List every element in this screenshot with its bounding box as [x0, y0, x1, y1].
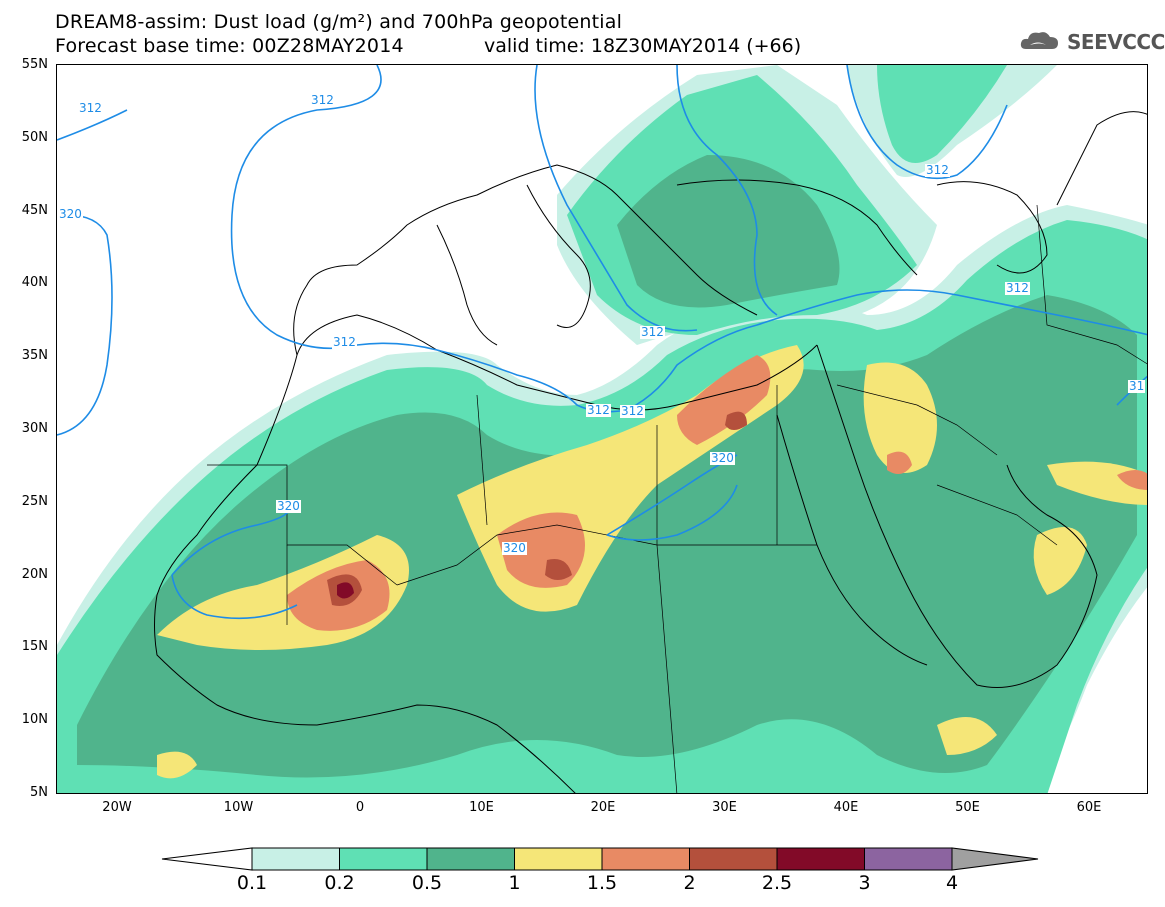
lon-label: 10E — [469, 800, 494, 815]
lat-label: 40N — [21, 275, 48, 291]
lat-label: 20N — [21, 566, 48, 582]
contour-label: 320 — [276, 499, 301, 513]
contour-label: 31 — [1128, 379, 1146, 393]
colorbar-label: 0.5 — [411, 872, 443, 894]
colorbar-swatch — [689, 847, 778, 871]
colorbar — [161, 847, 1039, 871]
lat-label: 45N — [21, 202, 48, 218]
lon-label: 50E — [955, 800, 980, 815]
contour-label: 320 — [58, 207, 83, 221]
lon-label: 30E — [712, 800, 737, 815]
colorbar-label: 3 — [858, 872, 871, 894]
coastlines — [154, 111, 1147, 793]
country-borders — [207, 204, 1147, 793]
map-panel[interactable] — [56, 64, 1148, 794]
contour-label: 312 — [1005, 281, 1030, 295]
contour-label: 312 — [620, 404, 645, 418]
valid-time: valid time: 18Z30MAY2014 (+66) — [484, 35, 802, 57]
lat-label: 35N — [21, 348, 48, 364]
lon-label: 0 — [355, 800, 365, 815]
colorbar-over-triangle — [951, 847, 1039, 871]
lon-label: 40E — [833, 800, 859, 815]
lon-label: 20W — [102, 800, 132, 815]
colorbar-swatch — [514, 847, 603, 871]
lon-label: 60E — [1076, 800, 1102, 815]
lat-label: 15N — [21, 639, 48, 655]
colorbar-label: 2 — [683, 872, 696, 894]
contour-label: 320 — [710, 451, 735, 465]
colorbar-swatch — [426, 847, 515, 871]
contour-label: 312 — [78, 101, 103, 115]
colorbar-label: 4 — [945, 872, 959, 894]
lat-label: 30N — [21, 421, 48, 436]
dust-fill-3 — [337, 582, 354, 599]
colorbar-swatch — [251, 847, 340, 871]
contour-label: 312 — [925, 163, 950, 177]
colorbar-swatch — [776, 847, 865, 871]
lat-label: 55N — [21, 57, 48, 72]
contour-label: 312 — [332, 335, 357, 349]
forecast-base-time: Forecast base time: 00Z28MAY2014 — [55, 35, 404, 57]
lat-label: 25N — [21, 493, 48, 509]
colorbar-under-triangle — [161, 847, 253, 871]
contour-label: 312 — [586, 403, 611, 417]
colorbar-swatch — [864, 847, 953, 871]
colorbar-swatch — [601, 847, 690, 871]
lat-label: 10N — [21, 712, 48, 728]
contour-label: 320 — [502, 541, 527, 555]
lon-label: 20E — [590, 800, 616, 815]
lat-label: 50N — [21, 129, 48, 145]
colorbar-label: 1.5 — [586, 872, 618, 894]
colorbar-label: 2.5 — [761, 872, 793, 894]
colorbar-swatch — [339, 847, 428, 871]
lon-label: 10W — [223, 800, 254, 815]
lat-label: 5N — [30, 785, 48, 800]
map-title: DREAM8-assim: Dust load (g/m²) and 700hP… — [55, 11, 623, 33]
colorbar-label: 0.2 — [324, 872, 355, 894]
logo-text: SEEVCCC — [1067, 30, 1165, 54]
dust-map — [57, 65, 1147, 793]
cloud-logo-icon — [1020, 32, 1058, 49]
colorbar-label: 0.1 — [236, 872, 268, 894]
contour-label: 312 — [310, 93, 335, 107]
contour-label: 312 — [640, 325, 665, 339]
colorbar-label: 1 — [508, 872, 521, 894]
